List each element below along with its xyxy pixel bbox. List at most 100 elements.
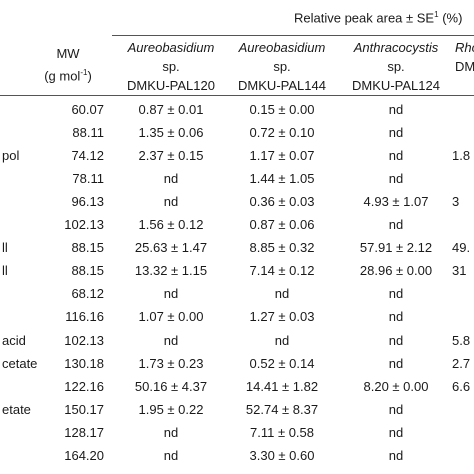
value-pal124: nd	[388, 148, 404, 163]
value-rho: 3	[452, 194, 460, 209]
genus-label: Aureobasidium	[238, 40, 326, 55]
table-row: acid 102.13 nd nd nd 5.8	[0, 329, 474, 353]
value-pal120: nd	[163, 171, 179, 186]
species-label: sp.	[273, 59, 291, 74]
table-row: etate 150.17 1.95 ± 0.22 52.74 ± 8.37 nd	[0, 398, 474, 422]
value-pal124: 57.91 ± 2.12	[359, 240, 433, 255]
column-header-4: Rho DMKU	[455, 38, 474, 76]
compound-name: ll	[2, 263, 8, 278]
value-pal120: 1.73 ± 0.23	[138, 356, 204, 371]
value-rho: 5.8	[452, 333, 471, 348]
value-pal144: 3.30 ± 0.60	[249, 448, 315, 463]
table-row: 116.16 1.07 ± 0.00 1.27 ± 0.03 nd	[0, 305, 474, 329]
mw-value: 102.13	[64, 217, 104, 232]
value-pal144: 0.72 ± 0.10	[249, 125, 315, 140]
mw-unit: (g mol-1)	[44, 68, 92, 84]
value-pal120: nd	[163, 448, 179, 463]
value-pal144: nd	[274, 333, 290, 348]
mw-value: 122.16	[64, 379, 104, 394]
value-pal120: nd	[163, 425, 179, 440]
value-pal144: 7.11 ± 0.58	[250, 425, 314, 440]
value-pal120: 1.07 ± 0.00	[138, 309, 204, 324]
value-pal120: 1.56 ± 0.12	[138, 217, 204, 232]
table-row: cetate 130.18 1.73 ± 0.23 0.52 ± 0.14 nd…	[0, 352, 474, 376]
value-pal124: nd	[388, 356, 404, 371]
value-rho: 49.	[452, 240, 471, 255]
value-pal144: 14.41 ± 1.82	[245, 379, 319, 394]
value-pal124: nd	[388, 425, 404, 440]
relative-peak-area-label: Relative peak area ± SE	[294, 10, 435, 26]
table-row: 102.13 1.56 ± 0.12 0.87 ± 0.06 nd	[0, 213, 474, 237]
mw-value: 102.13	[64, 333, 104, 348]
strain-label: DMKU-PAL120	[127, 78, 215, 93]
value-pal144: 0.52 ± 0.14	[249, 356, 315, 371]
value-pal124: nd	[388, 102, 404, 117]
value-pal124: nd	[388, 286, 404, 301]
value-rho: 1.8	[452, 148, 471, 163]
mw-value: 78.11	[72, 171, 104, 186]
value-pal124: nd	[388, 309, 404, 324]
value-pal124: nd	[388, 125, 404, 140]
value-pal120: nd	[163, 286, 179, 301]
value-pal120: nd	[163, 194, 179, 209]
mw-label: MW	[56, 46, 80, 61]
spanner-rule	[112, 35, 474, 36]
value-pal120: 25.63 ± 1.47	[134, 240, 208, 255]
mw-value: 130.18	[64, 356, 104, 371]
mw-value: 96.13	[71, 194, 104, 209]
value-pal144: 1.17 ± 0.07	[249, 148, 315, 163]
value-pal120: 1.95 ± 0.22	[138, 402, 204, 417]
value-pal120: 2.37 ± 0.15	[138, 148, 204, 163]
compound-name: ll	[2, 240, 8, 255]
table-row: 128.17 nd 7.11 ± 0.58 nd	[0, 421, 474, 445]
species-label: sp.	[387, 59, 405, 74]
value-pal124: 4.93 ± 1.07	[363, 194, 429, 209]
value-pal144: 0.36 ± 0.03	[249, 194, 315, 209]
table-row: 60.07 0.87 ± 0.01 0.15 ± 0.00 nd	[0, 98, 474, 122]
value-rho: 31	[452, 263, 467, 278]
compound-name: pol	[2, 148, 20, 163]
mw-value: 116.16	[65, 309, 104, 324]
value-pal124: 8.20 ± 0.00	[363, 379, 429, 394]
value-pal144: 0.15 ± 0.00	[249, 102, 315, 117]
value-pal144: nd	[274, 286, 290, 301]
value-pal120: nd	[163, 333, 179, 348]
mw-header: MW (g mol-1)	[26, 44, 110, 85]
table-row: 88.11 1.35 ± 0.06 0.72 ± 0.10 nd	[0, 121, 474, 145]
mw-value: 60.07	[71, 102, 104, 117]
table-row: 164.20 nd 3.30 ± 0.60 nd	[0, 444, 474, 468]
mw-value: 128.17	[64, 425, 104, 440]
value-pal120: 0.87 ± 0.01	[138, 102, 204, 117]
genus-label: Aureobasidium	[127, 40, 215, 55]
value-pal144: 0.87 ± 0.06	[249, 217, 315, 232]
value-pal144: 8.85 ± 0.32	[249, 240, 315, 255]
table-row: 96.13 nd 0.36 ± 0.03 4.93 ± 1.07 3	[0, 190, 474, 214]
mw-value: 88.15	[71, 240, 104, 255]
value-pal120: 50.16 ± 4.37	[134, 379, 208, 394]
compound-name: etate	[2, 402, 31, 417]
column-header-2: Aureobasidium sp. DMKU-PAL144	[222, 38, 342, 95]
table-row: 78.11 nd 1.44 ± 1.05 nd	[0, 167, 474, 191]
mw-value: 164.20	[64, 448, 104, 463]
value-pal124: nd	[388, 448, 404, 463]
mw-value: 68.12	[71, 286, 104, 301]
mw-value: 88.15	[71, 263, 104, 278]
value-rho: 6.6	[452, 379, 471, 394]
strain-label: DMKU-PAL144	[238, 78, 326, 93]
value-pal124: nd	[388, 171, 404, 186]
value-pal144: 1.27 ± 0.03	[249, 309, 315, 324]
se-footnote-marker: 1	[434, 10, 439, 19]
strain-label: DMKU-PAL124	[352, 78, 440, 93]
species-label: sp.	[162, 59, 180, 74]
strain-label: DMKU	[455, 59, 474, 74]
relative-peak-area-header: Relative peak area ± SE1 (%)	[294, 10, 462, 25]
compound-name: acid	[2, 333, 26, 348]
value-rho: 2.7	[452, 356, 471, 371]
table-row: ll 88.15 13.32 ± 1.15 7.14 ± 0.12 28.96 …	[0, 259, 474, 283]
value-pal120: 13.32 ± 1.15	[134, 263, 208, 278]
header-bottom-rule	[0, 95, 474, 96]
value-pal120: 1.35 ± 0.06	[138, 125, 204, 140]
value-pal124: nd	[388, 402, 404, 417]
table-row: pol 74.12 2.37 ± 0.15 1.17 ± 0.07 nd 1.8	[0, 144, 474, 168]
genus-label: Rho	[455, 40, 474, 55]
